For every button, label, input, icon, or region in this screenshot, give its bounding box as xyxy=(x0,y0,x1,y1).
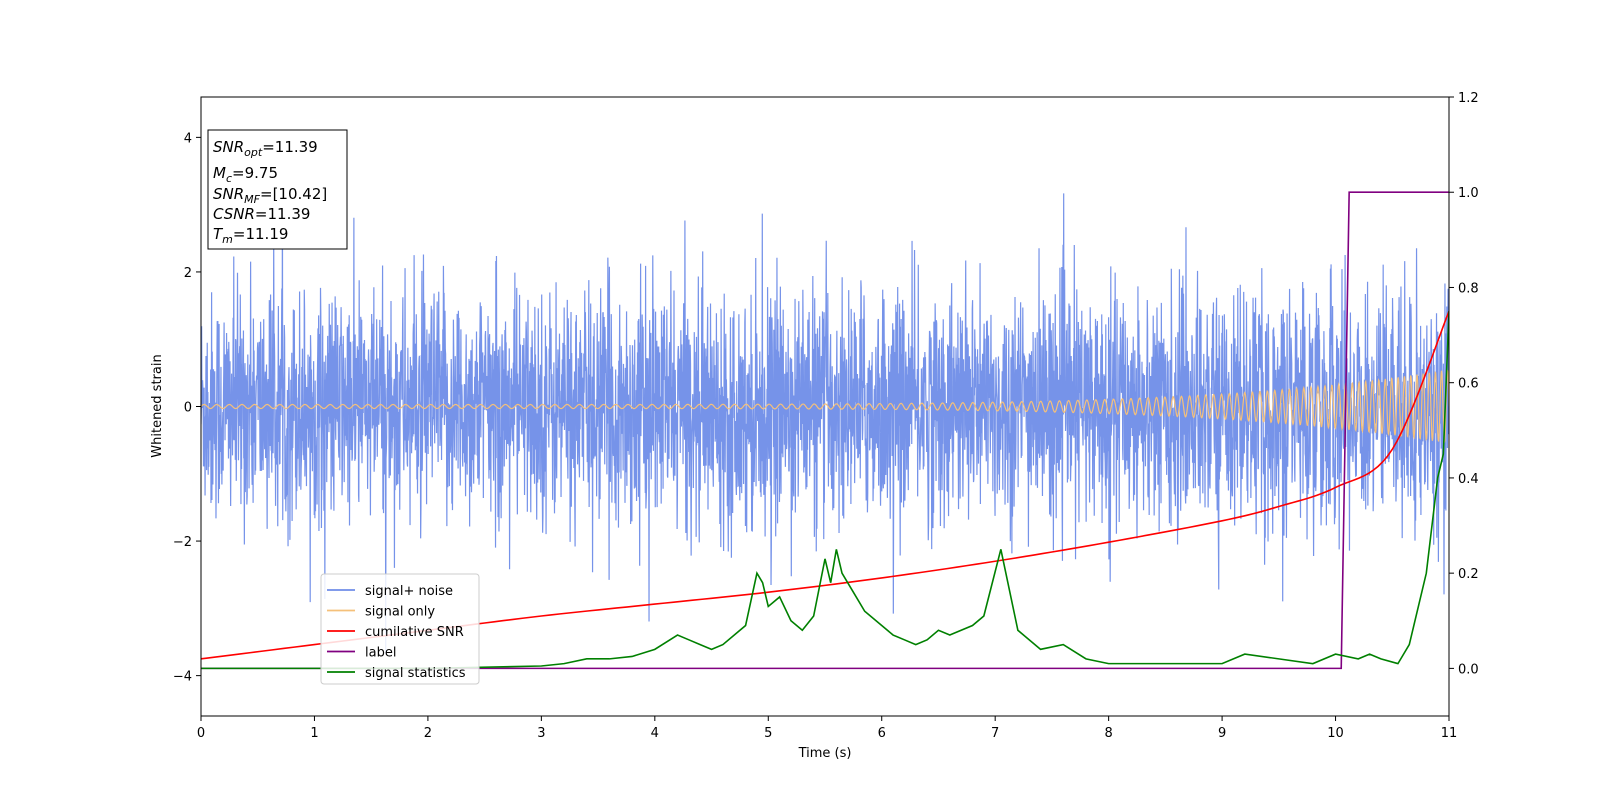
x-tick-label: 1 xyxy=(310,726,318,741)
x-tick-label: 11 xyxy=(1441,726,1458,741)
y2-tick-label: 0.2 xyxy=(1458,567,1479,582)
x-axis: 0 1 2 3 4 5 6 7 8 9 10 11 xyxy=(197,716,1457,741)
x-tick-label: 9 xyxy=(1218,726,1226,741)
x-tick-label: 0 xyxy=(197,726,205,741)
y2-tick-label: 0.8 xyxy=(1458,281,1479,296)
info-snr-opt: SNRopt=11.39 xyxy=(213,138,318,159)
y-tick-label: −4 xyxy=(173,670,192,685)
y-tick-label: 4 xyxy=(184,131,192,146)
y2-tick-label: 0.0 xyxy=(1458,662,1479,677)
series-line-signal-statistics xyxy=(201,311,1449,670)
x-tick-label: 6 xyxy=(878,726,886,741)
y2-tick-label: 1.0 xyxy=(1458,186,1479,201)
x-tick-label: 3 xyxy=(537,726,545,741)
info-annotation-box: SNRopt=11.39 Mc=9.75 SNRMF=[10.42] CSNR=… xyxy=(207,129,348,250)
y2-tick-label: 1.2 xyxy=(1458,91,1479,106)
legend-label: signal statistics xyxy=(365,666,466,681)
y-axis-right: 0.0 0.2 0.4 0.6 0.8 1.0 1.2 xyxy=(1449,91,1479,677)
info-csnr: CSNR=11.39 xyxy=(213,205,310,223)
legend-label: signal+ noise xyxy=(365,584,453,599)
legend-label: cumilative SNR xyxy=(365,625,464,640)
x-axis-label: Time (s) xyxy=(798,746,852,761)
x-tick-label: 8 xyxy=(1104,726,1112,741)
legend-label: label xyxy=(365,646,396,661)
y-tick-label: −2 xyxy=(173,535,192,550)
x-tick-label: 5 xyxy=(764,726,772,741)
x-tick-label: 7 xyxy=(991,726,999,741)
x-tick-label: 2 xyxy=(424,726,432,741)
y2-tick-label: 0.6 xyxy=(1458,377,1479,392)
y2-tick-label: 0.4 xyxy=(1458,472,1479,487)
y-tick-label: 2 xyxy=(184,266,192,281)
info-tm: Tm=11.19 xyxy=(213,225,288,246)
legend: signal+ noise signal only cumilative SNR la… xyxy=(320,573,480,685)
series-line-signal-noise xyxy=(201,188,1449,655)
x-tick-label: 10 xyxy=(1327,726,1344,741)
y-tick-label: 0 xyxy=(184,401,192,416)
info-mc: Mc=9.75 xyxy=(213,164,278,185)
info-snr-mf: SNRMF=[10.42] xyxy=(213,185,327,206)
y-axis-left: −4 −2 0 2 4 xyxy=(173,131,201,685)
x-tick-label: 4 xyxy=(651,726,659,741)
legend-label: signal only xyxy=(365,605,435,620)
y-axis-label: Whitened strain xyxy=(150,354,165,457)
series-line-label xyxy=(201,191,1449,670)
series-line-signal-only xyxy=(201,368,1449,443)
